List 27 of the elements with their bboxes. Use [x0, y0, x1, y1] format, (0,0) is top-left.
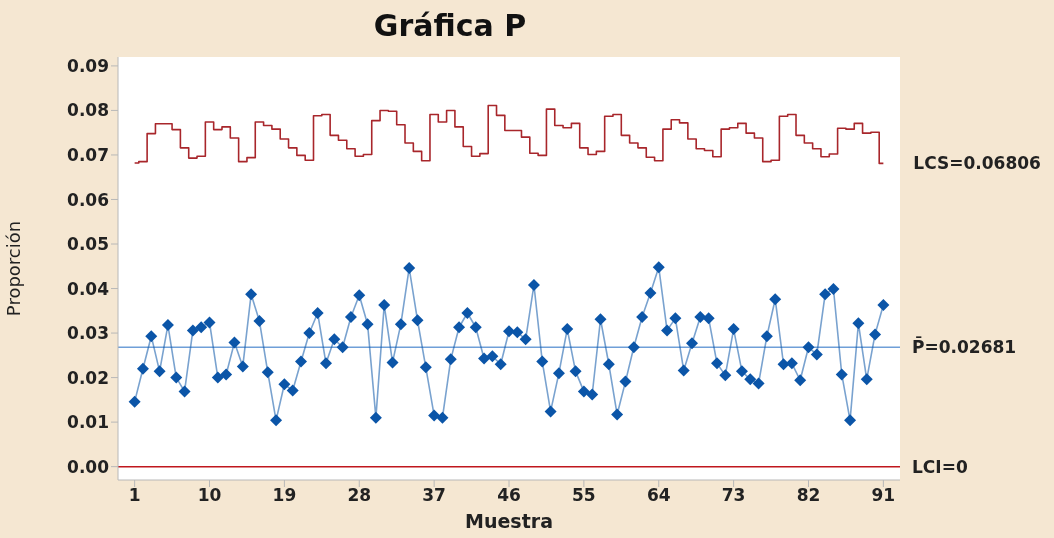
x-tick-label: 46 — [497, 485, 521, 506]
y-tick-label: 0.00 — [67, 456, 110, 477]
x-tick-label: 37 — [422, 485, 446, 506]
y-tick-label: 0.07 — [67, 144, 109, 165]
x-tick-label: 64 — [646, 485, 671, 506]
y-tick-label: 0.02 — [67, 367, 109, 388]
y-tick-label: 0.08 — [67, 100, 109, 121]
y-tick-label: 0.01 — [67, 412, 109, 433]
ref-line-label: P̄=0.02681 — [912, 336, 1017, 358]
chart-title: Gráfica P — [372, 8, 528, 43]
x-tick-label: 82 — [796, 485, 821, 506]
x-tick-label: 91 — [871, 485, 896, 506]
x-tick-label: 1 — [128, 485, 141, 506]
x-tick-label: 55 — [572, 485, 596, 506]
x-tick-label: 28 — [347, 485, 372, 506]
y-tick-label: 0.06 — [67, 189, 109, 210]
series-label: LCS=0.06806 — [913, 153, 1041, 174]
y-axis-title: Proporción — [3, 220, 25, 317]
y-tick-label: 0.05 — [67, 234, 109, 255]
x-axis-title: Muestra — [464, 510, 554, 532]
ref-line-label: LCI=0 — [912, 456, 968, 477]
x-tick-label: 10 — [197, 485, 222, 506]
x-tick-label: 19 — [272, 485, 297, 506]
x-tick-label: 73 — [721, 485, 746, 506]
y-tick-label: 0.03 — [67, 323, 109, 344]
y-tick-label: 0.09 — [67, 55, 109, 76]
y-tick-label: 0.04 — [67, 278, 110, 299]
